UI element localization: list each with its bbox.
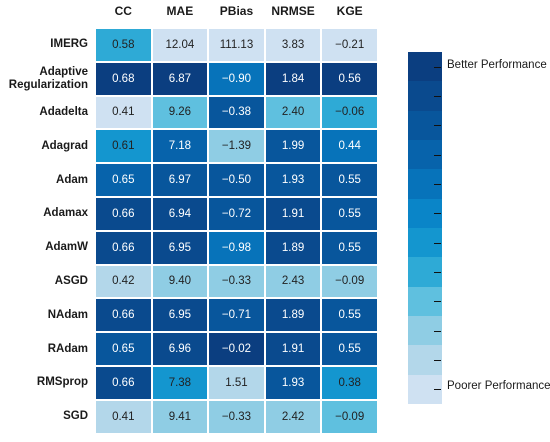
heatmap-cell: 111.13 xyxy=(208,28,265,62)
heatmap-cell: −0.98 xyxy=(208,230,265,265)
row-header: RAdam xyxy=(47,342,88,355)
heatmap-cell: 1.84 xyxy=(264,61,322,96)
heatmap-cell: 12.04 xyxy=(151,28,209,62)
heatmap-cell: 2.43 xyxy=(264,264,322,299)
heatmap-cell: 6.94 xyxy=(151,197,209,231)
colorbar-tick xyxy=(434,125,441,127)
heatmap-cell: 6.87 xyxy=(151,61,209,96)
colorbar-bottom-label: Poorer Performance xyxy=(447,380,550,392)
heatmap-cell: 0.42 xyxy=(95,264,152,299)
heatmap-cell: 0.66 xyxy=(95,230,152,265)
heatmap-cell: 0.44 xyxy=(321,129,378,164)
heatmap-cell: −0.71 xyxy=(208,298,265,333)
heatmap-cell: 7.18 xyxy=(151,129,209,164)
heatmap-cell: 0.41 xyxy=(95,95,152,130)
column-header-cc: CC xyxy=(114,4,132,18)
column-header-pbias: PBias xyxy=(219,4,254,18)
heatmap-cell: 1.51 xyxy=(208,366,265,400)
colorbar-tick xyxy=(434,66,441,68)
heatmap-cell: −0.72 xyxy=(208,197,265,231)
row-header: Adagrad xyxy=(41,139,88,152)
heatmap-cell: 2.42 xyxy=(264,399,322,434)
heatmap-cell: 1.91 xyxy=(264,197,322,231)
heatmap-cell: 6.95 xyxy=(151,298,209,333)
heatmap-cell: −0.33 xyxy=(208,264,265,299)
heatmap-cell: 9.41 xyxy=(151,399,209,434)
row-header: Adadelta xyxy=(39,105,88,118)
row-header: IMERG xyxy=(50,38,88,51)
heatmap-cell: 0.55 xyxy=(321,163,378,197)
colorbar-tick xyxy=(434,272,441,273)
colorbar-tick xyxy=(434,242,441,244)
heatmap-cell: 0.56 xyxy=(321,61,378,96)
heatmap-cell: 0.38 xyxy=(321,366,378,400)
heatmap-cell: 0.58 xyxy=(95,28,152,62)
column-header-nrmse: NRMSE xyxy=(271,4,315,18)
heatmap-cell: 0.61 xyxy=(95,129,152,164)
row-header: Adamax xyxy=(43,207,88,220)
heatmap-cell: −1.39 xyxy=(208,129,265,164)
colorbar-top-label: Better Performance xyxy=(447,59,547,71)
heatmap-cell: −0.09 xyxy=(321,264,378,299)
heatmap-cell: 6.96 xyxy=(151,332,209,366)
heatmap-cell: −0.38 xyxy=(208,95,265,130)
heatmap-cell: −0.06 xyxy=(321,95,378,130)
heatmap-cell: 2.40 xyxy=(264,95,322,130)
row-header: ASGD xyxy=(54,274,88,287)
heatmap-cell: 0.66 xyxy=(95,366,152,400)
column-header-mae: MAE xyxy=(166,4,194,18)
heatmap-cell: 1.89 xyxy=(264,230,322,265)
heatmap-cell: 0.66 xyxy=(95,298,152,333)
heatmap-cell: −0.21 xyxy=(321,28,378,62)
colorbar-tick xyxy=(434,96,441,97)
colorbar xyxy=(408,52,442,405)
heatmap-cell: −0.02 xyxy=(208,332,265,366)
row-header: Adam xyxy=(56,173,88,186)
row-header: SGD xyxy=(63,410,88,423)
colorbar-tick xyxy=(434,330,441,332)
heatmap-cell: 6.97 xyxy=(151,163,209,197)
row-header: AdamW xyxy=(45,241,88,254)
heatmap-cell: 0.65 xyxy=(95,332,152,366)
heatmap-cell: 1.89 xyxy=(264,298,322,333)
heatmap-cell: −0.90 xyxy=(208,61,265,96)
heatmap-cell: 1.93 xyxy=(264,366,322,400)
heatmap-cell: 0.68 xyxy=(95,61,152,96)
heatmap-cell: 0.65 xyxy=(95,163,152,197)
colorbar-tick xyxy=(434,360,441,361)
heatmap-cell: 3.83 xyxy=(264,28,322,62)
heatmap-cell: 0.41 xyxy=(95,399,152,434)
row-header: NAdam xyxy=(47,308,88,321)
heatmap-cell: 9.40 xyxy=(151,264,209,299)
heatmap-cell: 6.95 xyxy=(151,230,209,265)
colorbar-tick xyxy=(434,154,441,156)
heatmap-cell: −0.09 xyxy=(321,399,378,434)
heatmap-cell: −0.33 xyxy=(208,399,265,434)
heatmap-cell: 0.55 xyxy=(321,230,378,265)
heatmap: CC MAE PBias NRMSE KGE IMERG 0.58 12.04 111.13 3.… xyxy=(8,4,378,434)
heatmap-cell: 9.26 xyxy=(151,95,209,130)
heatmap-cell: 0.66 xyxy=(95,197,152,231)
heatmap-cell: 7.38 xyxy=(151,366,209,400)
heatmap-cell: 0.55 xyxy=(321,332,378,366)
colorbar-tick xyxy=(434,184,441,185)
colorbar-tick xyxy=(434,301,441,303)
row-header: RMSprop xyxy=(36,376,88,389)
row-header: Adaptive Regularization xyxy=(8,65,88,91)
colorbar-tick xyxy=(434,213,441,215)
column-header-kge: KGE xyxy=(336,4,363,18)
heatmap-cell: 1.91 xyxy=(264,332,322,366)
heatmap-cell: 0.55 xyxy=(321,298,378,333)
heatmap-cell: 1.99 xyxy=(264,129,322,164)
heatmap-cell: −0.50 xyxy=(208,163,265,197)
heatmap-cell: 0.55 xyxy=(321,197,378,231)
heatmap-cell: 1.93 xyxy=(264,163,322,197)
colorbar-tick xyxy=(434,389,441,391)
